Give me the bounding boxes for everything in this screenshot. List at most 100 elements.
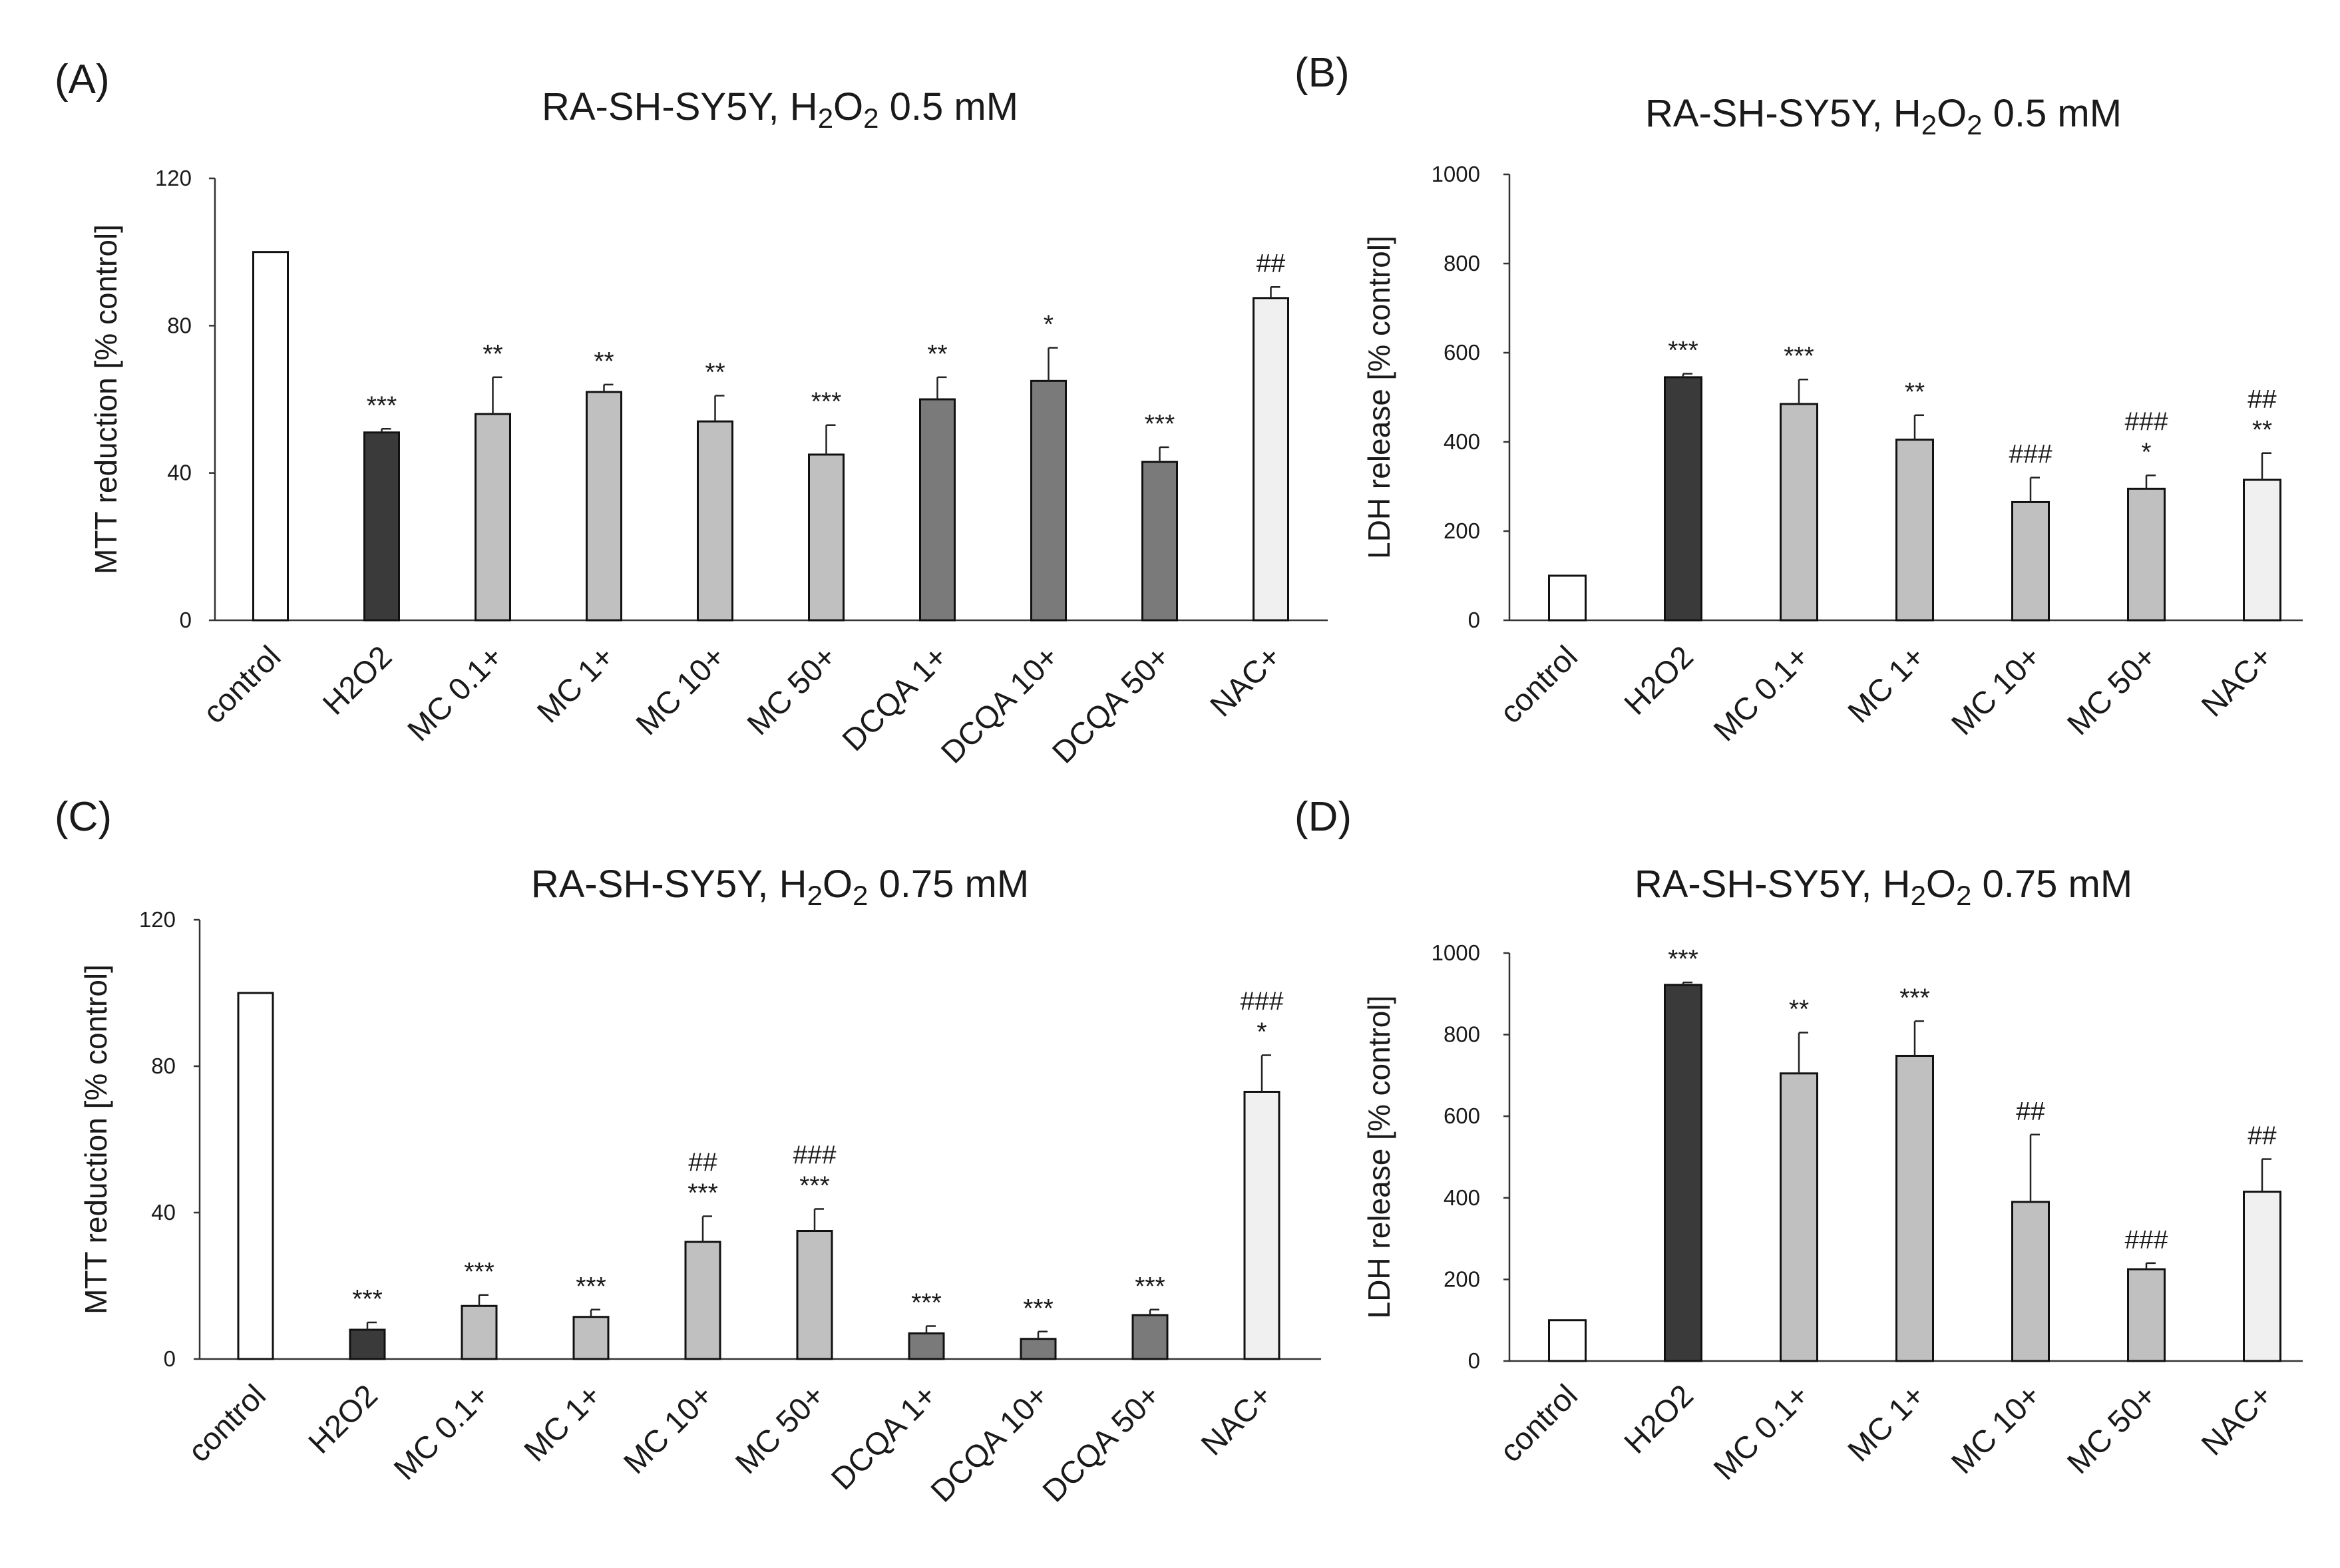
category-label: MC 1+ (1841, 1378, 1931, 1468)
bar-mc (2127, 1268, 2166, 1362)
y-tick-label: 0 (1468, 608, 1480, 632)
y-tick-label: 0 (180, 608, 192, 632)
category-label: MC 0.1+ (387, 1378, 496, 1487)
category-label: DCQA 10+ (924, 1378, 1055, 1509)
panel-letter: (D) (1294, 794, 1352, 840)
title-part: O (1926, 863, 1956, 906)
significance-label: *** (1668, 336, 1698, 365)
significance-label: ** (705, 358, 725, 387)
bar-h2o2 (349, 1328, 386, 1360)
y-tick-label: 80 (167, 313, 192, 337)
bar-mc (475, 413, 511, 622)
y-tick-label: 800 (1444, 1022, 1480, 1047)
bar-h2o2 (363, 431, 400, 622)
bar-mc (697, 420, 733, 622)
category-label: MC 50+ (2060, 639, 2163, 742)
significance-label: *** (1899, 984, 1930, 1012)
bar-control (237, 992, 274, 1360)
significance-label: ### (2009, 441, 2052, 469)
y-tick-label: 600 (1444, 1103, 1480, 1128)
significance-label: *** (811, 388, 842, 417)
y-tick-label: 1000 (1432, 162, 1480, 186)
significance-label: ## (688, 1149, 717, 1177)
bar-dcqa (1141, 461, 1178, 622)
panel-letter: (B) (1294, 50, 1350, 96)
y-axis-label: LDH release [% control] (1362, 236, 1396, 559)
title-part: RA-SH-SY5Y, H (531, 863, 807, 906)
bar-dcqa (1030, 379, 1067, 622)
panel-d: (D) RA-SH-SY5Y, H2O2 0.75 mM LDH release [… (1294, 794, 2303, 1487)
significance-label: *** (1668, 945, 1698, 974)
y-axis-label: MTT reduction [% control] (79, 964, 113, 1314)
y-tick-label: 800 (1444, 251, 1480, 276)
y-tick-label: 400 (1444, 429, 1480, 454)
category-label: control (181, 1378, 272, 1469)
bar-control (252, 251, 289, 622)
bar-mc (1780, 1072, 1818, 1362)
title-part: O (1937, 92, 1967, 135)
title-part: 0.75 mM (868, 863, 1029, 906)
significance-label: *** (1784, 342, 1814, 371)
title-part: 0.5 mM (1983, 92, 2122, 135)
bar-h2o2 (1664, 376, 1702, 622)
category-label: NAC+ (1194, 1378, 1278, 1462)
bar-mc (684, 1241, 721, 1360)
bar-mc (2127, 487, 2166, 622)
title-subscript: 2 (1911, 880, 1926, 911)
category-label: MC 0.1+ (1706, 1378, 1816, 1487)
significance-label: ## (1257, 250, 1286, 278)
significance-label: ** (927, 340, 947, 369)
category-label: DCQA 10+ (934, 639, 1065, 770)
significance-label: * (1257, 1018, 1267, 1047)
bar-mc (1895, 439, 1934, 622)
panel-letter: (A) (55, 57, 110, 102)
category-label: DCQA 50+ (1036, 1378, 1167, 1509)
title-subscript: 2 (807, 880, 823, 911)
category-label: H2O2 (301, 1378, 384, 1460)
title-part: RA-SH-SY5Y, H (542, 85, 818, 128)
bar-mc (1895, 1054, 1934, 1362)
title-part: RA-SH-SY5Y, H (1635, 863, 1911, 906)
significance-label: ### (2124, 407, 2168, 436)
y-tick-label: 0 (1468, 1348, 1480, 1373)
category-label: MC 10+ (629, 639, 732, 742)
category-label: control (1493, 1378, 1584, 1469)
bar-dcqa (1020, 1338, 1057, 1360)
significance-label: ### (793, 1141, 836, 1170)
y-axis-label: LDH release [% control] (1362, 996, 1396, 1319)
category-label: MC 50+ (740, 639, 843, 742)
significance-label: ** (594, 347, 614, 376)
y-axis-label: MTT reduction [% control] (89, 224, 123, 574)
category-label: DCQA 1+ (824, 1378, 943, 1497)
y-tick-label: 80 (151, 1054, 176, 1078)
bar-nac (2243, 1191, 2281, 1362)
y-tick-label: 40 (151, 1200, 176, 1225)
significance-label: ** (1905, 378, 1925, 407)
bar-mc (461, 1304, 498, 1360)
category-label: MC 10+ (1944, 1378, 2047, 1481)
significance-label: ** (2252, 416, 2272, 445)
significance-label: *** (576, 1273, 606, 1301)
significance-label: ## (2247, 1122, 2277, 1151)
bar-dcqa (919, 398, 956, 622)
significance-label: *** (911, 1289, 942, 1318)
category-label: DCQA 1+ (835, 639, 954, 758)
significance-label: ** (483, 340, 502, 369)
significance-label: *** (464, 1258, 494, 1286)
category-label: H2O2 (1617, 1378, 1700, 1460)
y-tick-label: 600 (1444, 340, 1480, 365)
bar-h2o2 (1664, 984, 1702, 1362)
category-label: NAC+ (1203, 639, 1288, 723)
bar-mc (586, 391, 622, 622)
y-tick-label: 200 (1444, 518, 1480, 543)
chart-title: RA-SH-SY5Y, H2O2 0.75 mM (1635, 863, 2132, 911)
bar-mc (808, 453, 845, 622)
significance-label: *** (687, 1179, 718, 1208)
category-label: MC 50+ (728, 1378, 831, 1481)
title-part: O (833, 85, 863, 128)
significance-label: *** (1145, 410, 1175, 439)
title-part: RA-SH-SY5Y, H (1645, 92, 1921, 135)
